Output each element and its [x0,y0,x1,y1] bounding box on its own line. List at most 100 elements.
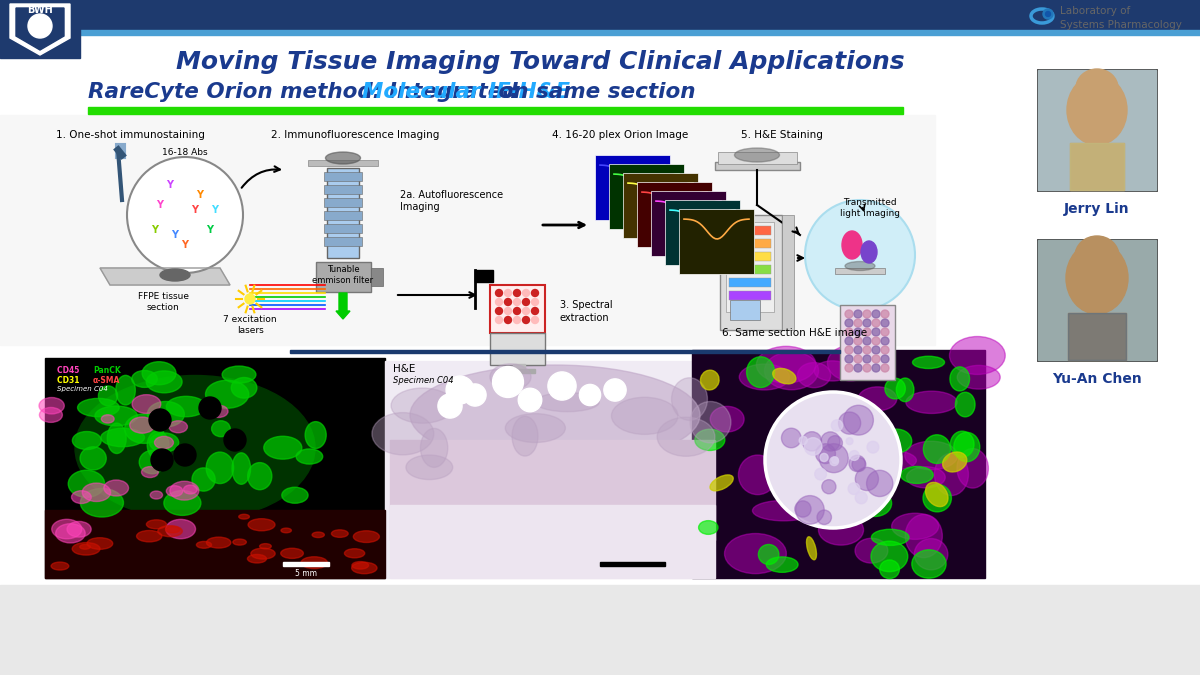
Bar [637,182,712,247]
Text: PanCK: PanCK [94,366,121,375]
Text: 1. One-shot immunostaining: 1. One-shot immunostaining [55,130,204,140]
Ellipse shape [871,541,907,572]
Circle shape [856,467,878,491]
Circle shape [496,290,503,296]
Circle shape [514,290,521,296]
Ellipse shape [331,530,348,537]
Circle shape [504,290,511,296]
Ellipse shape [142,362,176,385]
Text: CD31: CD31 [58,376,82,385]
Circle shape [830,457,839,466]
Bar [1068,313,1126,360]
Circle shape [872,310,880,318]
Bar [324,185,362,194]
Ellipse shape [164,491,200,516]
Text: Y: Y [211,205,218,215]
Ellipse shape [852,491,874,512]
Ellipse shape [880,560,900,578]
Bar [283,562,329,566]
Circle shape [815,468,827,480]
Ellipse shape [535,393,599,412]
Bar [324,224,362,233]
Circle shape [127,157,242,273]
Circle shape [863,355,871,363]
Text: Y: Y [181,240,188,250]
Ellipse shape [146,371,182,393]
Circle shape [881,364,889,372]
Circle shape [799,437,808,445]
Circle shape [881,319,889,327]
Circle shape [518,388,541,412]
Circle shape [854,310,862,318]
Circle shape [805,200,916,310]
Bar [308,160,378,166]
Ellipse shape [169,421,187,433]
Bar [324,172,362,181]
Ellipse shape [72,543,100,555]
Ellipse shape [372,412,433,455]
Circle shape [839,412,860,434]
Ellipse shape [752,500,815,521]
Ellipse shape [132,395,161,413]
Ellipse shape [167,486,182,496]
Ellipse shape [746,356,775,387]
Text: Molecular IF-H&E: Molecular IF-H&E [361,82,570,102]
Ellipse shape [80,447,107,470]
Ellipse shape [949,337,1006,375]
Ellipse shape [150,491,162,499]
Circle shape [881,355,889,363]
Bar [679,209,754,274]
Ellipse shape [862,499,880,516]
Circle shape [532,290,539,296]
Circle shape [863,319,871,327]
Ellipse shape [954,433,979,462]
Circle shape [796,495,824,524]
Ellipse shape [155,436,174,449]
Ellipse shape [137,531,162,542]
Bar [514,364,526,370]
Ellipse shape [764,352,818,389]
Text: Y: Y [197,190,204,200]
Ellipse shape [222,366,256,383]
Ellipse shape [259,543,271,549]
Ellipse shape [845,261,875,271]
Ellipse shape [905,441,958,470]
Text: Y: Y [167,180,174,190]
Circle shape [1045,11,1050,16]
Circle shape [245,294,256,304]
Circle shape [532,298,539,306]
Ellipse shape [206,537,230,548]
Text: Moving Tissue Imaging Toward Clinical Applications: Moving Tissue Imaging Toward Clinical Ap… [175,50,905,74]
Ellipse shape [914,539,948,570]
Ellipse shape [192,468,215,491]
Circle shape [816,443,835,464]
Ellipse shape [406,455,452,479]
Ellipse shape [74,375,314,520]
Ellipse shape [791,500,850,521]
Text: FFPE tissue
section: FFPE tissue section [138,292,188,312]
Bar [503,369,535,373]
Ellipse shape [296,449,323,464]
Circle shape [872,346,880,354]
Bar [324,198,362,207]
Circle shape [794,501,811,517]
Circle shape [804,437,822,455]
Ellipse shape [305,422,326,448]
Circle shape [863,364,871,372]
Ellipse shape [758,545,779,564]
Bar [730,278,772,287]
Ellipse shape [281,548,304,558]
Circle shape [832,457,839,464]
Circle shape [532,308,539,315]
Bar [290,350,840,353]
Ellipse shape [490,364,532,390]
Circle shape [580,384,601,406]
Circle shape [446,376,474,404]
Ellipse shape [830,445,853,464]
Bar [0,585,1200,675]
Ellipse shape [166,526,180,533]
Circle shape [848,455,865,472]
Bar [720,215,782,330]
Bar [730,300,760,320]
Circle shape [1043,9,1054,19]
